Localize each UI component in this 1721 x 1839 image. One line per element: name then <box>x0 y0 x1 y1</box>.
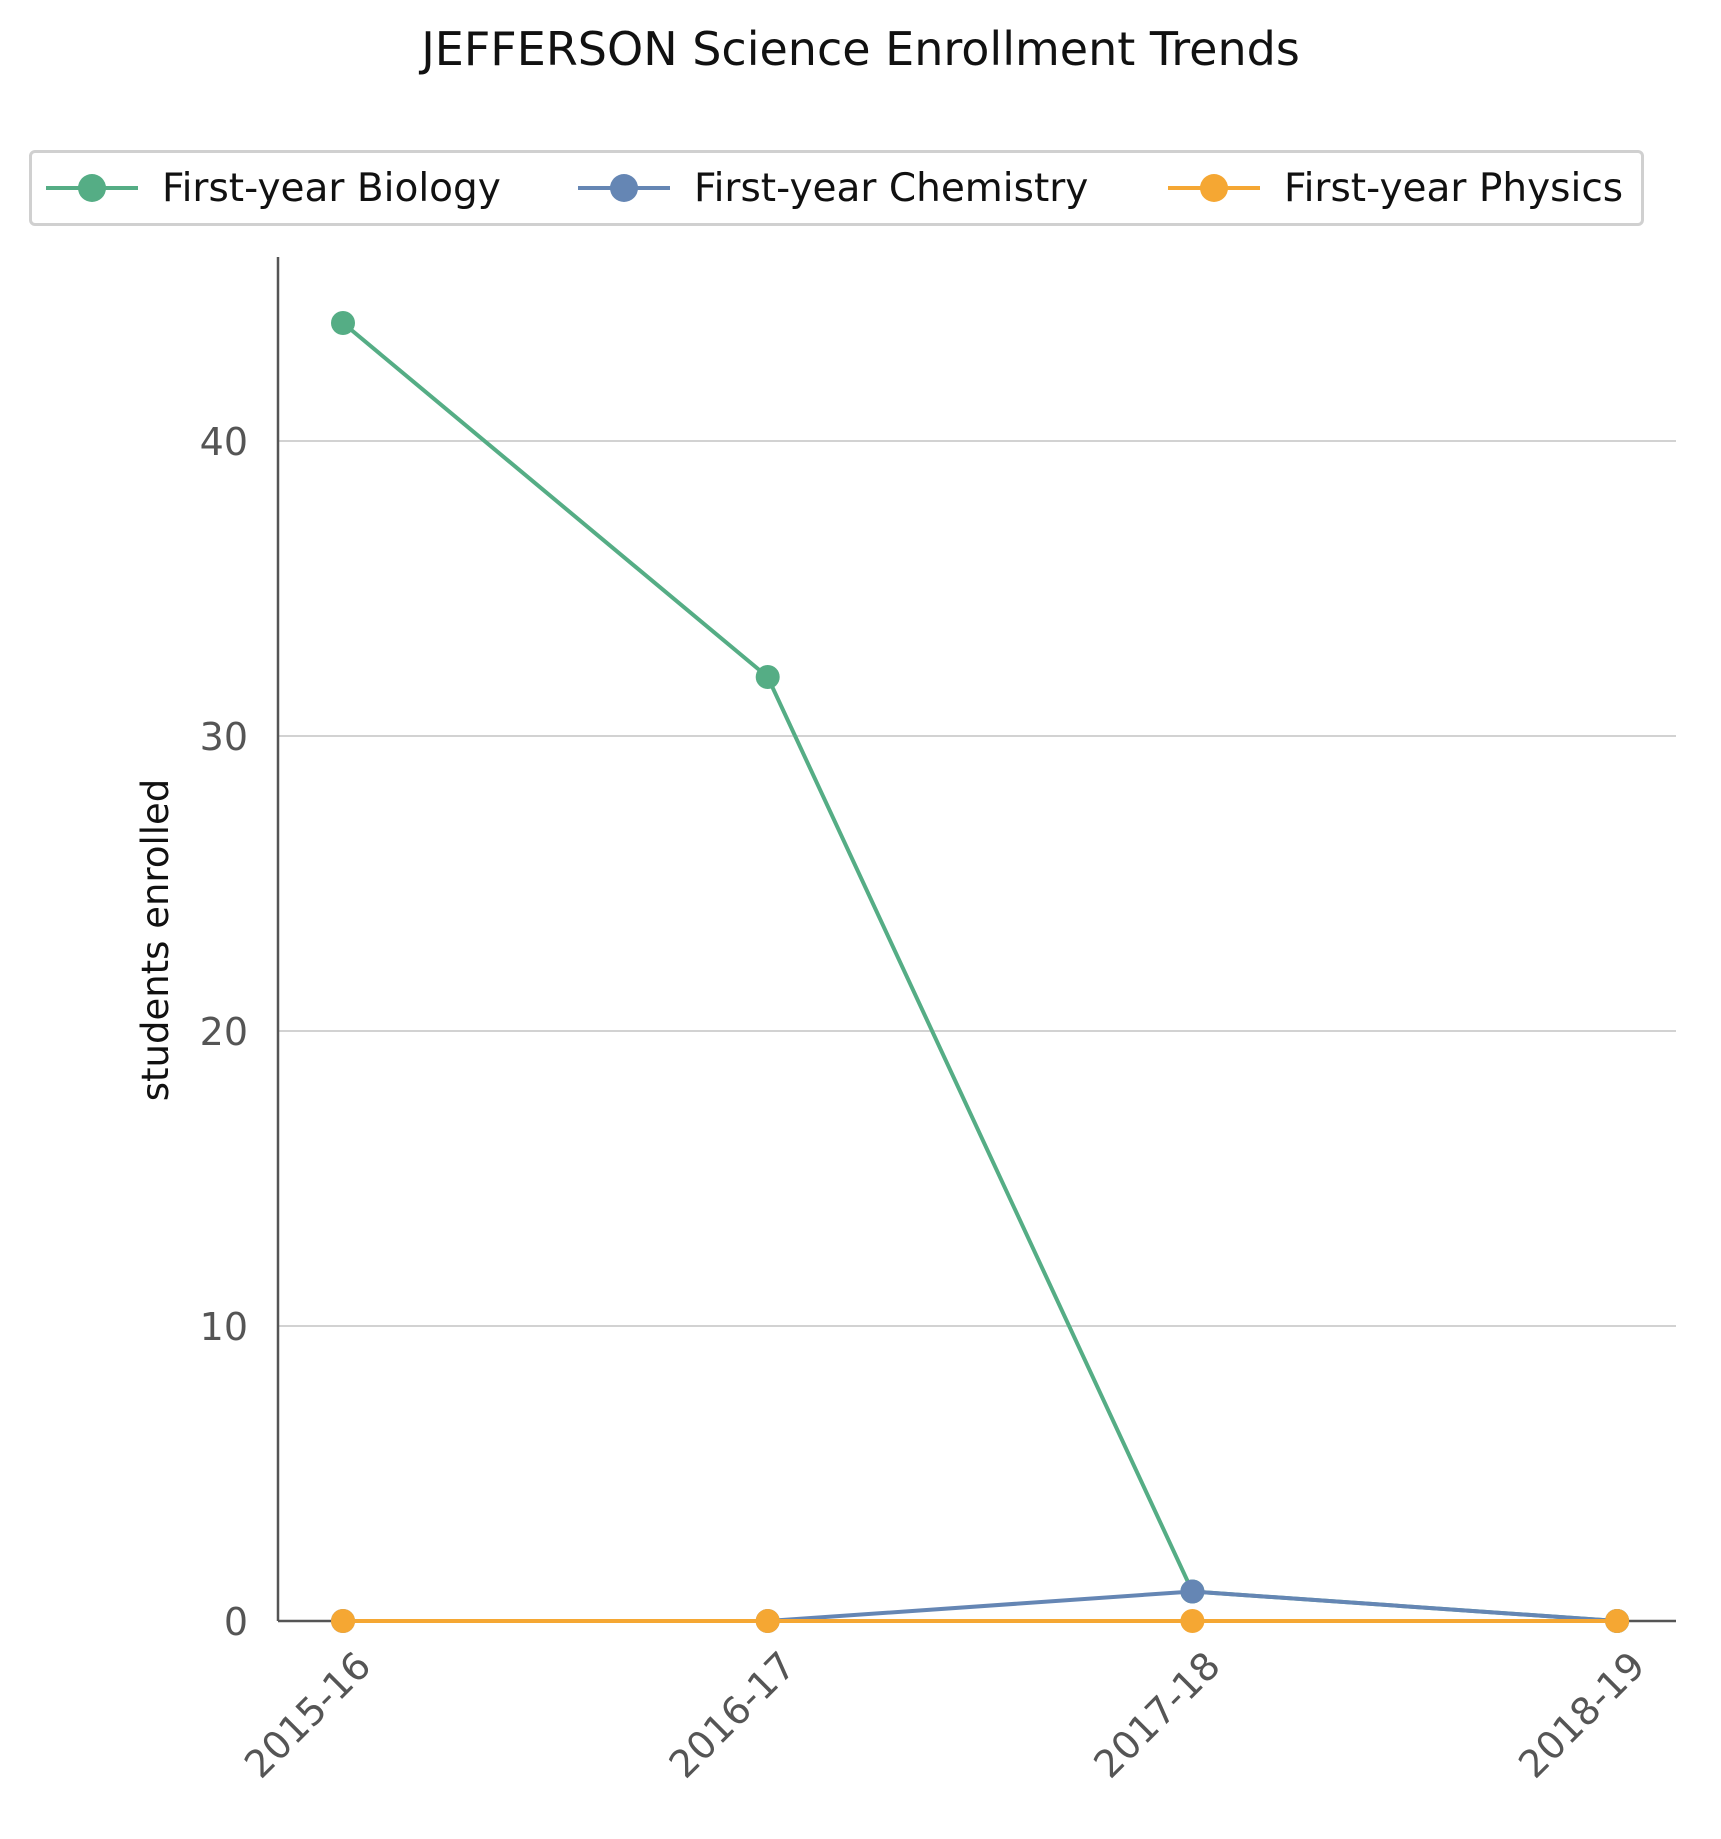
y-tick-label: 20 <box>200 1010 248 1054</box>
legend-swatch-chemistry <box>578 153 670 223</box>
x-tick-label: 2015-16 <box>236 1643 379 1786</box>
y-tick-label: 10 <box>200 1305 248 1349</box>
legend: First-year Biology First-year Chemistry … <box>29 150 1644 226</box>
legend-label-chemistry: First-year Chemistry <box>694 165 1089 211</box>
legend-item-biology: First-year Biology <box>46 153 501 223</box>
legend-swatch-physics <box>1168 153 1260 223</box>
y-tick-labels: 0 10 20 30 40 <box>200 420 248 1644</box>
legend-swatch-biology <box>46 153 138 223</box>
data-point-first-year-physics <box>1180 1609 1205 1633</box>
series-line-first-year-chemistry <box>343 1589 1618 1623</box>
data-point-first-year-physics <box>331 1609 355 1633</box>
data-point-first-year-biology <box>755 665 780 689</box>
legend-label-physics: First-year Physics <box>1284 165 1624 211</box>
chart-title: JEFFERSON Science Enrollment Trends <box>421 22 1300 76</box>
legend-item-physics: First-year Physics <box>1168 153 1623 223</box>
y-tick-label: 40 <box>200 420 248 464</box>
legend-label-biology: First-year Biology <box>162 165 501 211</box>
legend-item-chemistry: First-year Chemistry <box>578 153 1088 223</box>
series <box>331 311 1630 1633</box>
x-tick-label: 2018-19 <box>1510 1643 1653 1786</box>
gridlines <box>278 440 1676 1327</box>
y-tick-label: 0 <box>224 1600 248 1644</box>
x-tick-labels: 2015-16 2016-17 2017-18 2018-19 <box>236 1643 1653 1786</box>
series-line-first-year-biology <box>341 321 1618 1623</box>
y-axis-label: students enrolled <box>134 779 177 1102</box>
data-point-first-year-physics <box>755 1609 780 1633</box>
x-tick-label: 2017-18 <box>1085 1643 1228 1786</box>
data-point-first-year-physics <box>1605 1609 1630 1633</box>
data-point-first-year-chemistry <box>1180 1579 1205 1604</box>
x-tick-label: 2016-17 <box>661 1643 804 1786</box>
y-tick-label: 30 <box>200 715 248 759</box>
data-point-first-year-biology <box>331 311 355 335</box>
axes <box>276 257 1676 1623</box>
